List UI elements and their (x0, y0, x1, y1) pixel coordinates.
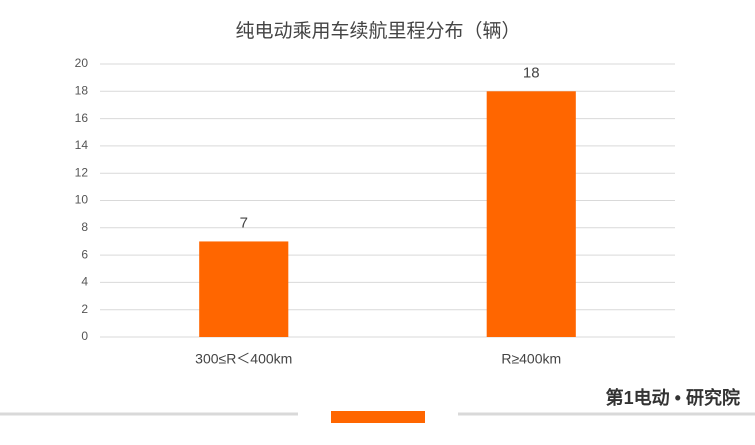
data-label: 18 (523, 64, 540, 81)
y-tick-label: 4 (81, 275, 88, 289)
x-tick-label: R≥400km (501, 351, 561, 367)
x-tick-label: 300≤R＜400km (195, 351, 292, 367)
y-tick-label: 10 (75, 193, 89, 207)
chart-title: 纯电动乘用车续航里程分布（辆） (235, 20, 520, 42)
y-tick-label: 6 (81, 247, 88, 261)
y-tick-label: 12 (75, 165, 89, 179)
y-tick-label: 20 (75, 56, 89, 70)
bar (199, 241, 289, 337)
data-label: 7 (240, 214, 248, 231)
y-tick-label: 18 (75, 83, 89, 97)
footer-logo: 第1电动 • 研究院 (606, 387, 740, 408)
bar (486, 91, 576, 337)
y-tick-label: 2 (81, 302, 88, 316)
y-tick-label: 8 (81, 220, 88, 234)
y-tick-label: 14 (75, 138, 89, 152)
y-tick-label: 16 (75, 111, 89, 125)
y-tick-label: 0 (81, 329, 88, 343)
footer-accent (331, 411, 425, 423)
